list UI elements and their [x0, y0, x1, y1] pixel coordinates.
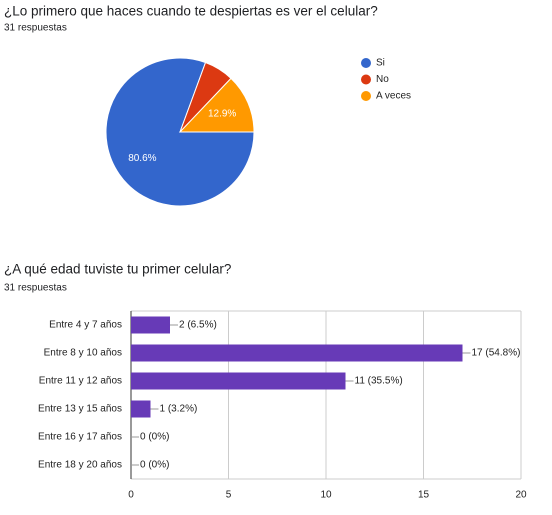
x-tick-label: 5 — [226, 490, 232, 501]
legend-swatch — [361, 58, 371, 68]
bar — [131, 316, 170, 334]
bar — [131, 344, 463, 362]
slice-label: 12.9% — [208, 109, 236, 120]
legend-label: A veces — [376, 91, 411, 102]
pie-slice — [178, 77, 255, 133]
slice-label: 80.6% — [128, 153, 156, 164]
y-tick-label: Entre 16 y 17 años — [38, 432, 122, 443]
legend-swatch — [361, 91, 371, 101]
value-label: 1 (3.2%) — [160, 404, 198, 415]
chart-title: ¿A qué edad tuviste tu primer celular? — [4, 262, 231, 277]
y-tick-label: Entre 18 y 20 años — [38, 460, 122, 471]
chart-title: ¿Lo primero que haces cuando te despiert… — [4, 4, 378, 19]
value-label: 17 (54.8%) — [472, 348, 521, 359]
chart-subtitle: 31 respuestas — [4, 23, 67, 34]
y-tick-label: Entre 8 y 10 años — [44, 348, 122, 359]
x-tick-label: 0 — [128, 490, 134, 501]
legend-label: Si — [376, 58, 385, 69]
value-label: 0 (0%) — [140, 460, 169, 471]
value-label: 2 (6.5%) — [179, 320, 217, 331]
y-tick-label: Entre 11 y 12 años — [39, 376, 122, 387]
bar — [131, 400, 151, 418]
x-tick-label: 20 — [515, 490, 527, 501]
chart-subtitle: 31 respuestas — [4, 283, 67, 294]
y-tick-label: Entre 4 y 7 años — [49, 320, 122, 331]
bar — [131, 372, 346, 390]
x-tick-label: 15 — [418, 490, 430, 501]
y-tick-label: Entre 13 y 15 años — [38, 404, 122, 415]
value-label: 0 (0%) — [140, 432, 169, 443]
legend-label: No — [376, 74, 389, 85]
x-tick-label: 10 — [320, 490, 332, 501]
legend-swatch — [361, 74, 371, 85]
value-label: 11 (35.5%) — [355, 376, 403, 387]
